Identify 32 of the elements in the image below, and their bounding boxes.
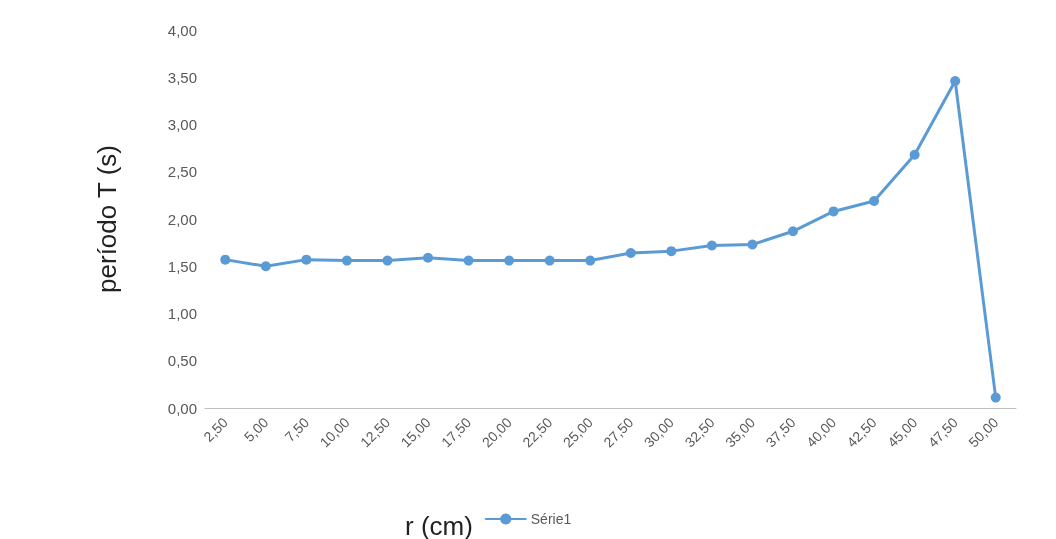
point: [625, 248, 636, 259]
point: [260, 261, 271, 272]
point: [990, 392, 1001, 403]
point: [504, 255, 515, 266]
x-tick-label: 7,50: [281, 414, 313, 445]
point: [463, 255, 474, 266]
point: [747, 239, 758, 250]
point: [220, 254, 231, 265]
y-tick-label: 3,50: [167, 68, 197, 86]
y-tick-label: 4,00: [167, 21, 197, 39]
y-tick-label: 2,50: [167, 163, 197, 181]
point: [341, 255, 352, 266]
point: [787, 226, 798, 237]
point: [828, 206, 839, 217]
y-axis-title: período T (s): [92, 145, 122, 293]
point: [950, 76, 961, 87]
y-tick-label: 0,50: [167, 352, 197, 370]
y-tick-label: 3,00: [167, 116, 197, 133]
point: [585, 255, 596, 266]
y-tick-label: 1,50: [167, 257, 197, 275]
point: [382, 255, 393, 266]
point: [909, 149, 920, 160]
point: [423, 252, 434, 263]
y-tick-label: 1,00: [167, 305, 197, 322]
legend-label: Série1: [530, 511, 572, 527]
y-tick-label: 2,00: [167, 210, 197, 228]
point: [869, 196, 880, 207]
point: [544, 255, 555, 266]
point: [666, 246, 677, 257]
point: [301, 254, 312, 265]
y-tick-label: 0,00: [167, 399, 197, 417]
point: [706, 240, 717, 251]
